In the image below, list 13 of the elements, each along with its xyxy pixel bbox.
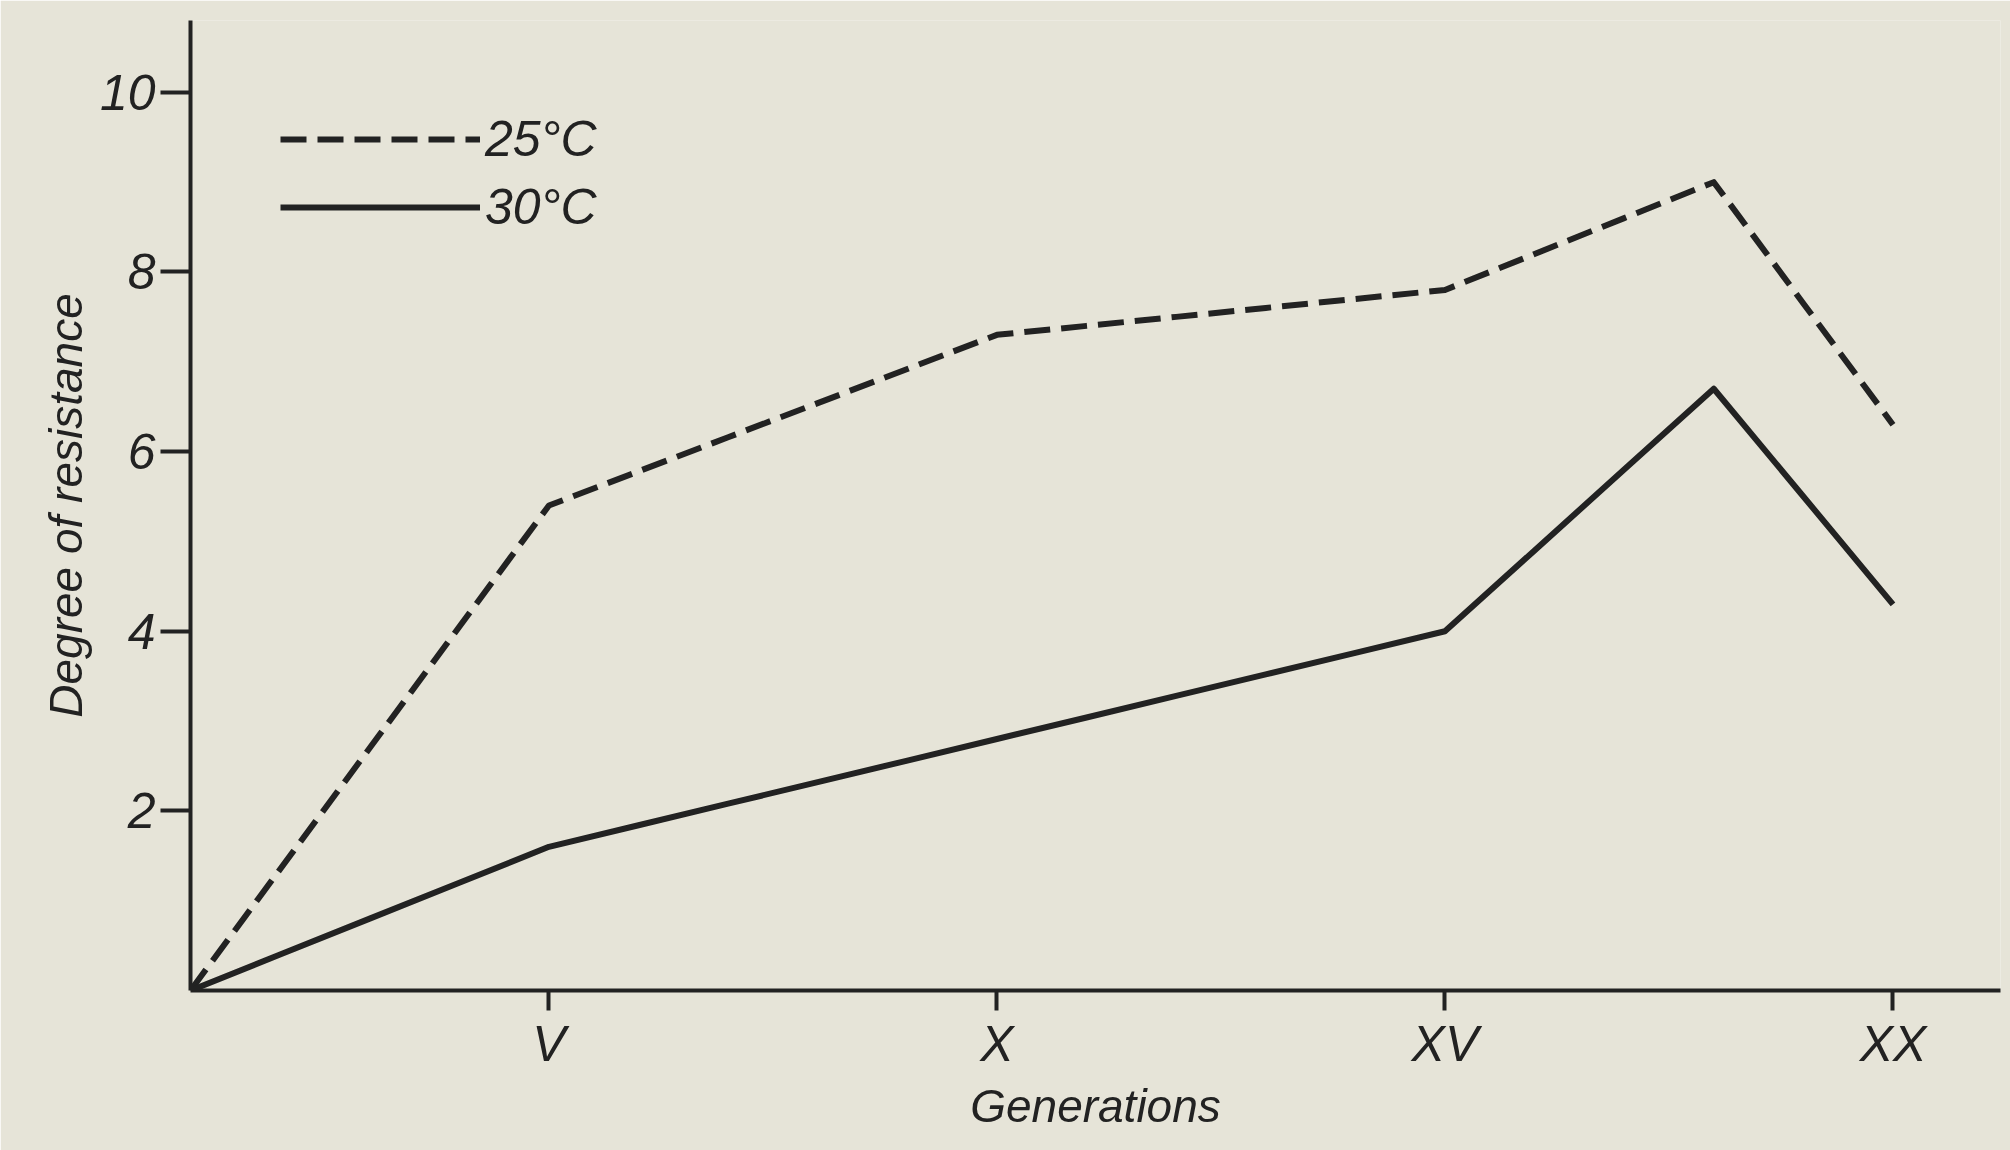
x-tick-label: XV: [1410, 1015, 1483, 1072]
x-tick-label: X: [979, 1015, 1016, 1072]
x-tick-label: XX: [1858, 1015, 1928, 1072]
y-tick-label: 6: [127, 424, 156, 481]
x-axis-title: Generations: [970, 1079, 1221, 1132]
legend-label: 25°C: [485, 110, 597, 168]
y-tick-label: 10: [99, 64, 156, 121]
y-tick-label: 4: [127, 603, 156, 660]
x-tick-label: V: [532, 1015, 571, 1072]
y-axis-title: Degree of resistance: [39, 293, 92, 718]
legend-label: 30°C: [485, 178, 597, 236]
y-tick-label: 2: [126, 783, 156, 840]
y-tick-label: 8: [127, 244, 156, 301]
